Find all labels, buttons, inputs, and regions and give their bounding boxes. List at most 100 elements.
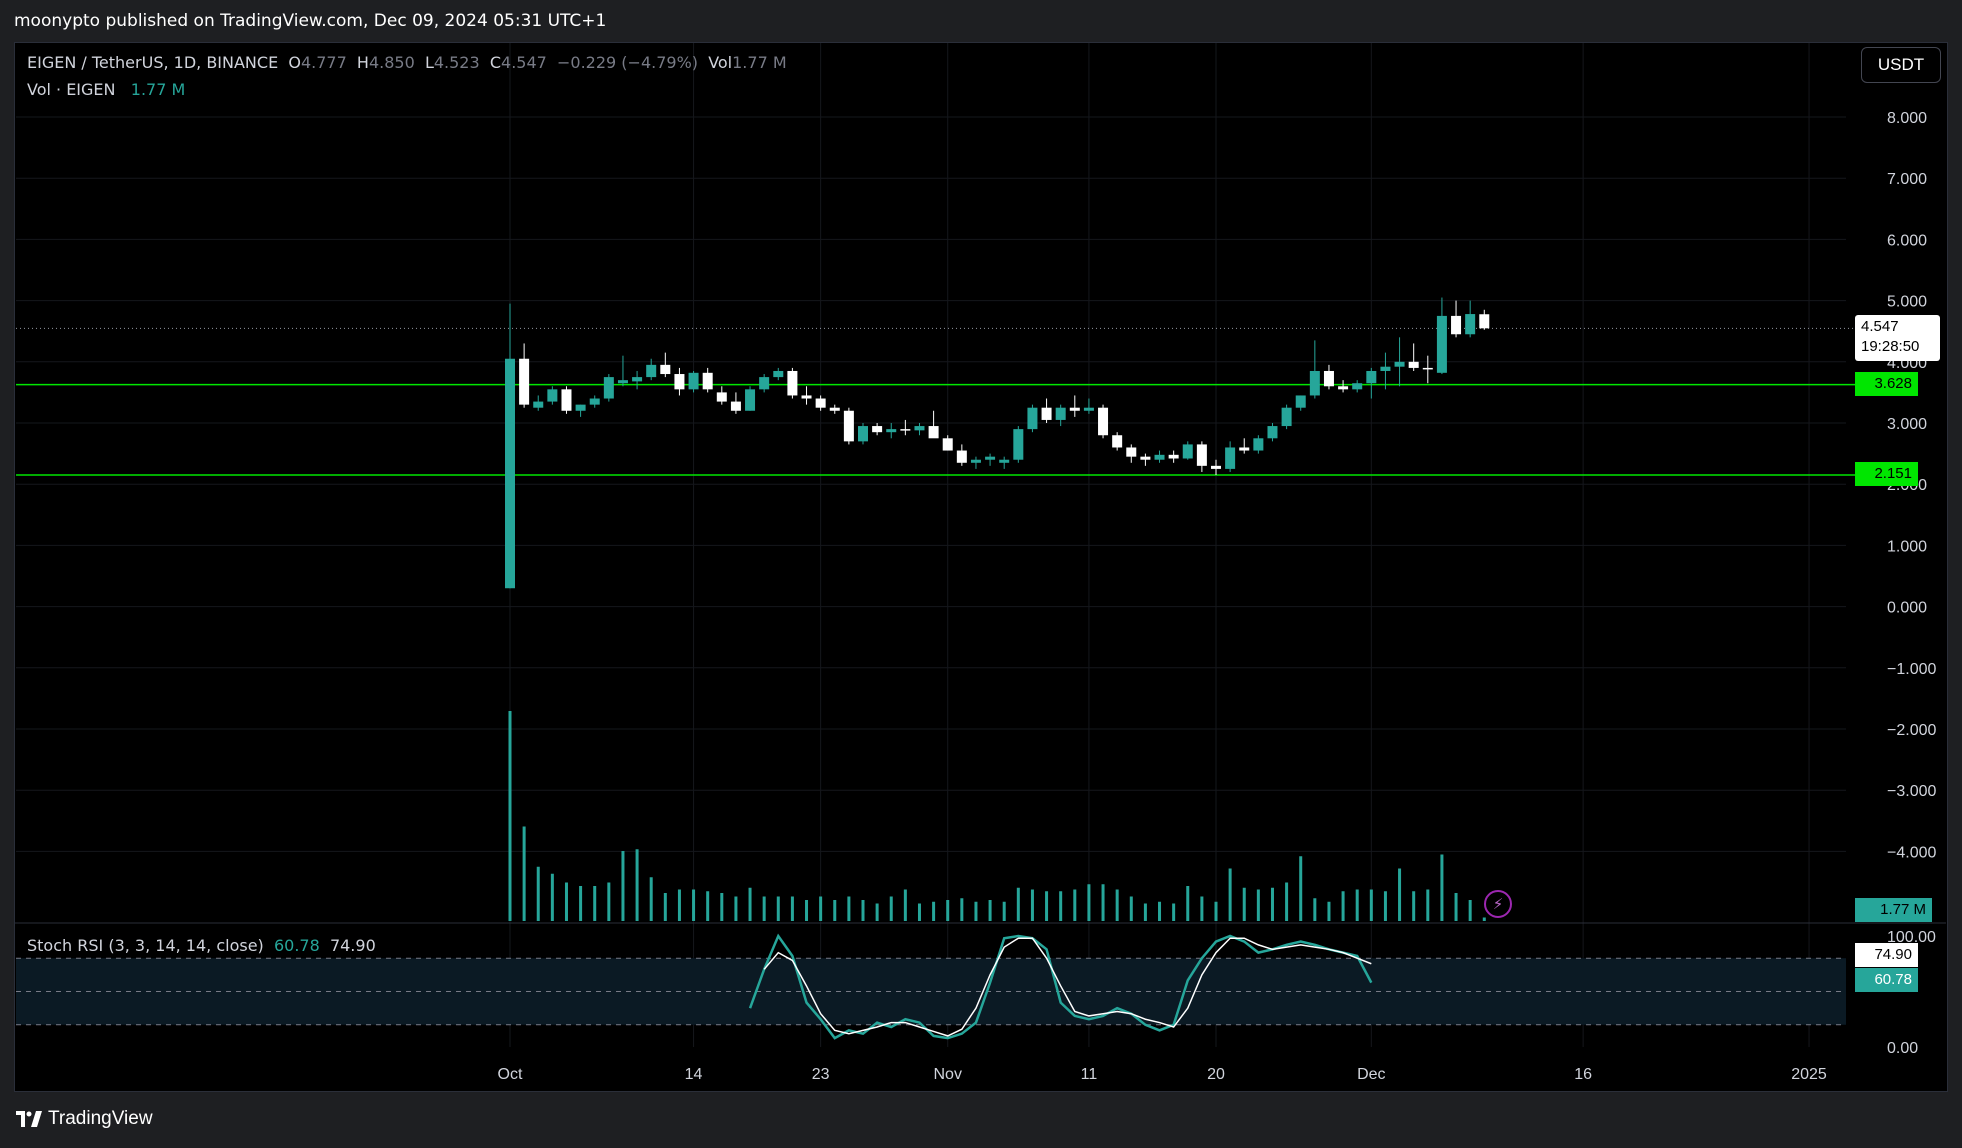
volume-bar	[1468, 900, 1472, 921]
candle-body	[914, 426, 925, 431]
bottom-bar	[0, 1092, 1962, 1148]
chart-panel[interactable]	[14, 42, 1948, 1092]
lightning-icon[interactable]: ⚡	[1484, 890, 1512, 918]
volume-bar	[734, 896, 738, 921]
close-value: 4.547	[501, 53, 547, 72]
volume-bar	[1369, 889, 1373, 921]
high-label: H	[356, 53, 369, 72]
price-axis-label: 0.000	[1887, 600, 1927, 617]
volume-bar	[861, 900, 865, 921]
candle-body	[773, 370, 784, 378]
volume-bar	[960, 898, 964, 921]
candle-body	[1140, 456, 1151, 460]
volume-bar	[932, 901, 936, 921]
candle-body	[702, 372, 713, 390]
volume-bar	[1030, 889, 1034, 921]
candle-body	[942, 438, 953, 451]
candle-body	[688, 372, 699, 390]
price-axis-label: 5.000	[1887, 294, 1927, 311]
volume-bar	[805, 900, 809, 921]
price-axis-label: 8.000	[1887, 110, 1927, 127]
time-axis-label: Nov	[933, 1066, 961, 1083]
candle-body	[632, 377, 643, 382]
candle-body	[1323, 370, 1334, 387]
volume-bar	[522, 826, 526, 921]
candle-body	[1408, 361, 1419, 368]
candle-body	[1465, 314, 1476, 335]
candle-body	[886, 429, 897, 433]
volume-bar	[1285, 882, 1289, 921]
candle-body	[1436, 315, 1447, 373]
candle-body	[1309, 370, 1320, 396]
stoch-rsi-legend: Stoch RSI (3, 3, 14, 14, close) 60.78 74…	[27, 936, 376, 955]
publish-info: moonypto published on TradingView.com, D…	[14, 11, 607, 31]
volume-bar	[946, 900, 950, 921]
volume-bar	[1341, 891, 1345, 921]
volume-bar	[1101, 884, 1105, 921]
volume-bar	[720, 893, 724, 921]
volume-bar	[663, 893, 667, 921]
currency-button[interactable]: USDT	[1861, 47, 1941, 83]
bar-countdown: 19:28:50	[1861, 338, 1920, 355]
candle-body	[1154, 454, 1165, 460]
candle-body	[603, 377, 614, 399]
volume-bar	[776, 896, 780, 921]
stoch-rsi-label[interactable]: Stoch RSI (3, 3, 14, 14, close)	[27, 936, 264, 955]
level-tag-upper: 3.628	[1855, 372, 1918, 396]
volume-indicator-label[interactable]: Vol · EIGEN	[27, 80, 116, 99]
candle-body	[815, 398, 826, 408]
stoch-k-tag: 60.78	[1855, 968, 1918, 992]
time-axis-label: 16	[1574, 1066, 1592, 1083]
price-axis-label: 1.000	[1887, 538, 1927, 555]
candle-body	[759, 377, 770, 390]
price-axis-label: 6.000	[1887, 232, 1927, 249]
candle-body	[505, 358, 515, 589]
volume-bar	[762, 896, 766, 921]
candle-body	[1338, 386, 1349, 390]
candle-body	[1295, 395, 1306, 408]
candle-body	[745, 389, 756, 411]
time-axis-label: Dec	[1357, 1066, 1385, 1083]
low-label: L	[424, 53, 434, 72]
volume-bar	[1412, 891, 1416, 921]
time-axis-label: 2025	[1791, 1066, 1827, 1083]
volume-bar	[1172, 903, 1176, 921]
candle-body	[843, 410, 854, 442]
candle-body	[646, 364, 657, 378]
volume-bar	[593, 886, 597, 921]
candle-body	[1422, 367, 1433, 370]
volume-bar	[1016, 887, 1020, 921]
symbol-label[interactable]: EIGEN / TetherUS, 1D, BINANCE	[27, 53, 279, 72]
volume-bar	[1186, 886, 1190, 921]
volume-tag: 1.77 M	[1855, 898, 1932, 922]
volume-bar	[1073, 889, 1077, 921]
candle-body	[1253, 438, 1264, 451]
candle-body	[1352, 383, 1363, 390]
candle-body	[1366, 370, 1377, 384]
volume-bar	[1454, 893, 1458, 921]
last-price-tag: 4.547 19:28:50	[1855, 315, 1940, 361]
volume-bar	[917, 903, 921, 921]
volume-bar	[875, 903, 879, 921]
candle-body	[1394, 361, 1405, 367]
volume-bar	[579, 886, 583, 921]
vol-value: 1.77 M	[732, 53, 787, 72]
candle-body	[956, 450, 967, 463]
candle-body	[1112, 435, 1123, 448]
volume-legend: Vol · EIGEN 1.77 M	[27, 80, 185, 99]
volume-bar	[1129, 896, 1133, 921]
volume-bar	[1214, 901, 1218, 921]
candle-body	[928, 426, 939, 439]
tradingview-logo[interactable]: TradingView	[16, 1108, 153, 1130]
candle-body	[999, 459, 1010, 463]
candle-body	[519, 358, 530, 405]
low-value: 4.523	[433, 53, 480, 72]
candle-body	[872, 426, 883, 433]
stoch-d-tag: 74.90	[1855, 943, 1918, 967]
candle-body	[1267, 426, 1278, 439]
level-tag-lower: 2.151	[1855, 462, 1918, 486]
volume-bar	[1045, 891, 1049, 921]
volume-bar	[847, 896, 851, 921]
candle-body	[730, 401, 741, 411]
